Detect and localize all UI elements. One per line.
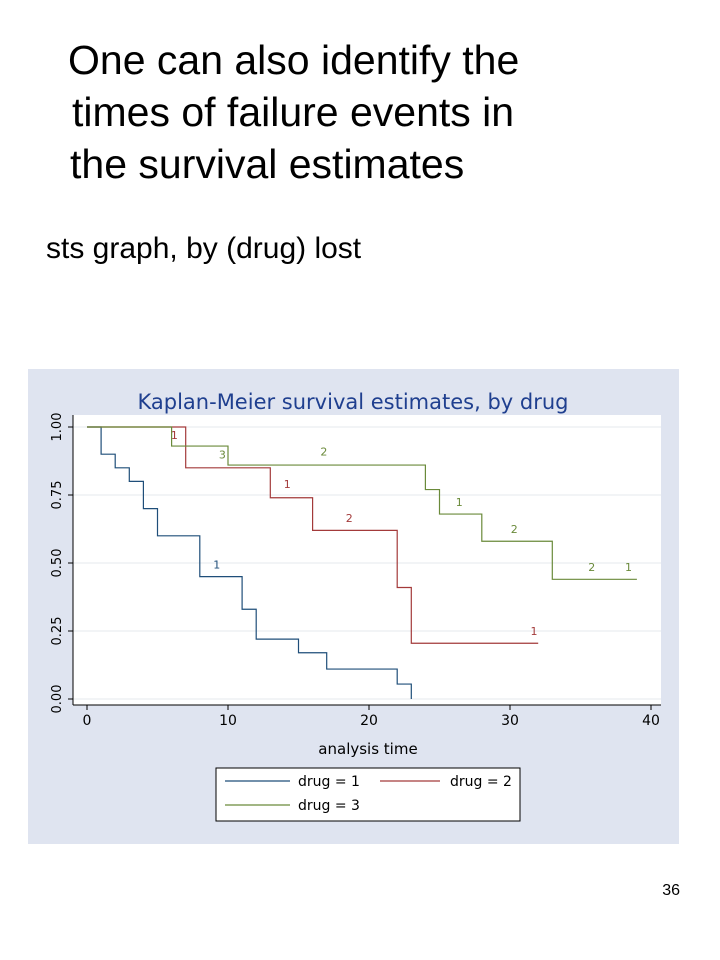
x-axis-label: analysis time <box>318 740 417 758</box>
series-layer <box>87 426 637 699</box>
legend-label-drug-1: drug = 1 <box>298 774 360 790</box>
slide-title-line: the survival estimates <box>70 141 465 187</box>
event-label: 1 <box>530 625 537 638</box>
page-number: 36 <box>662 882 680 899</box>
slide-title-line: times of failure events in <box>72 89 515 135</box>
series-line-drug-2 <box>87 426 539 644</box>
event-label: 1 <box>213 558 220 571</box>
series-line-drug-3 <box>87 426 637 580</box>
x-tick-label: 30 <box>501 713 519 729</box>
event-label: 2 <box>346 512 353 525</box>
event-label: 1 <box>171 429 178 442</box>
x-tick-label: 0 <box>83 713 92 729</box>
event-label: 2 <box>320 446 327 459</box>
legend-box <box>215 767 521 822</box>
event-label: 1 <box>284 478 291 491</box>
x-tick-label: 10 <box>219 713 237 729</box>
slide-title-line: One can also identify the <box>68 37 520 83</box>
y-tick-label: 0.75 <box>50 481 65 510</box>
y-tick-label: 1.00 <box>50 413 65 442</box>
y-tick-label: 0.25 <box>50 617 65 646</box>
event-label: 1 <box>456 496 463 509</box>
y-tick-label: 0.50 <box>50 549 65 578</box>
plot-area <box>73 415 661 705</box>
event-label: 2 <box>511 523 518 536</box>
y-tick-label: 0.00 <box>50 685 65 714</box>
x-tick-label: 40 <box>642 713 660 729</box>
event-label: 3 <box>219 448 226 461</box>
event-label: 1 <box>625 561 632 574</box>
slide-subtitle: sts graph, by (drug) lost <box>46 232 362 265</box>
event-label: 2 <box>588 561 595 574</box>
legend: drug = 1 drug = 2 drug = 3 <box>215 767 521 822</box>
km-chart: Kaplan-Meier survival estimates, by drug… <box>28 369 679 844</box>
legend-label-drug-2: drug = 2 <box>450 774 512 790</box>
slide-title: One can also identify the times of failu… <box>40 34 690 190</box>
axes: 0.00 0.25 0.50 0.75 1.00 0 10 20 30 40 <box>50 413 661 729</box>
x-tick-label: 20 <box>360 713 378 729</box>
chart-title: Kaplan-Meier survival estimates, by drug <box>138 390 569 414</box>
grid <box>73 426 661 700</box>
event-labels: 1 3 2 1 2 1 2 1 1 2 1 <box>171 429 632 638</box>
legend-label-drug-3: drug = 3 <box>298 798 360 814</box>
series-line-drug-1 <box>87 426 412 699</box>
